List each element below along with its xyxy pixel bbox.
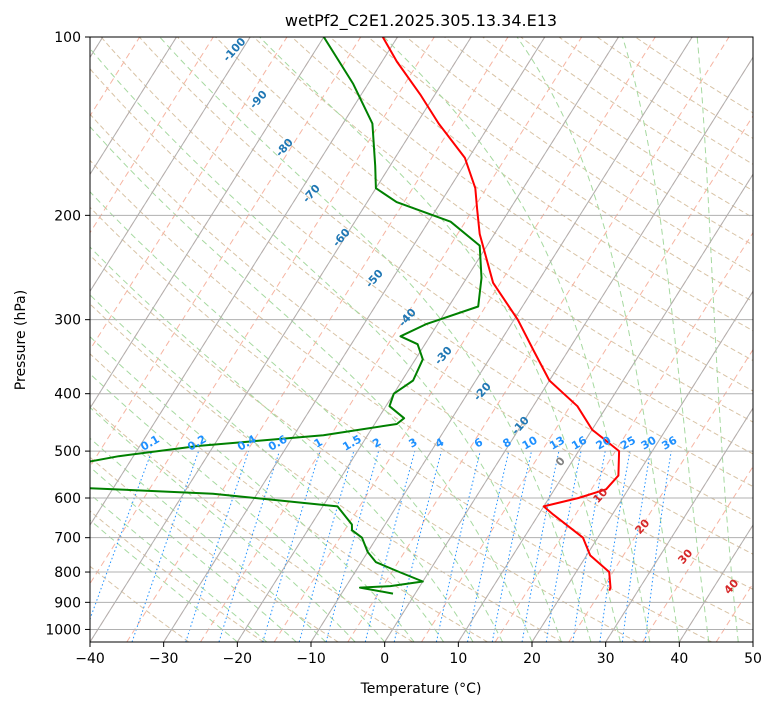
y-tick-label: 700	[54, 531, 81, 547]
temperature-guide-line	[347, 37, 730, 642]
profile-lines	[90, 37, 621, 595]
dry-adiabat-line	[90, 456, 339, 642]
plot-frame	[89, 36, 754, 643]
isotherm-line	[457, 173, 753, 642]
isotherm-line	[163, 37, 546, 642]
dry-adiabat-line	[90, 206, 712, 642]
dry-adiabat-line	[90, 68, 753, 555]
x-tick-label: −40	[75, 651, 105, 667]
moist-adiabat-line	[90, 125, 533, 642]
isotherm-line	[678, 524, 753, 642]
dry-adiabat-line	[90, 113, 753, 590]
y-axis-label: Pressure (hPa)	[13, 290, 29, 390]
dry-adiabat-line	[90, 254, 638, 642]
temperature-guide-line	[126, 37, 509, 642]
moist-adiabat-line	[383, 37, 651, 642]
dry-adiabat-line	[215, 37, 753, 423]
temperature-guide-line	[90, 37, 362, 468]
x-axis-label: Temperature (°C)	[360, 681, 482, 697]
y-tick-label: 600	[54, 491, 81, 507]
isotherm-line	[310, 37, 693, 642]
background-lines	[90, 37, 753, 642]
moist-adiabat-line	[90, 335, 415, 642]
isotherm-line	[90, 37, 472, 642]
mixing-ratio-line	[298, 450, 355, 642]
isotherm-line	[531, 290, 753, 642]
y-tick-label: 500	[54, 444, 81, 460]
chart-title: wetPf2_C2E1.2025.305.13.34.E13	[285, 11, 557, 31]
temperature-guide-line	[90, 37, 214, 234]
dry-adiabat-line	[90, 303, 563, 642]
y-tick-label: 1000	[45, 622, 81, 638]
x-tick-label: 0	[380, 651, 389, 667]
x-tick-label: 50	[744, 651, 762, 667]
axes: −40 −30 −20 −10 0 10 20 30 40 50 1000 900 800 700 600 5…	[45, 30, 762, 667]
isotherm-line	[90, 37, 251, 293]
y-tick-label: 300	[54, 313, 81, 329]
x-tick-label: −10	[296, 651, 326, 667]
dry-adiabat-line	[90, 510, 264, 642]
moist-adiabat-line	[90, 47, 562, 642]
mixing-ratio-line	[185, 450, 250, 642]
moist-adiabat-line	[90, 406, 356, 642]
moist-adiabat-line	[159, 37, 592, 642]
y-tick-label: 800	[54, 565, 81, 581]
moist-adiabat-line	[90, 246, 474, 642]
x-tick-label: 20	[523, 651, 541, 667]
temperature-guide-line	[273, 37, 656, 642]
y-tick-label: 200	[54, 208, 81, 224]
isotherm-line	[605, 407, 753, 642]
isotherm-line	[236, 37, 619, 642]
mixing-ratio-line	[644, 451, 672, 642]
x-tick-label: 30	[597, 651, 615, 667]
mixing-ratio-line	[467, 450, 510, 642]
x-tick-label: 40	[670, 651, 688, 667]
dry-adiabat-line	[253, 37, 753, 392]
moist-adiabat-line	[90, 493, 268, 642]
temperature-guide-line	[421, 114, 753, 642]
mixing-ratio-line	[621, 451, 651, 642]
dewpoint-profile-line	[90, 37, 483, 595]
moist-adiabat-line	[90, 437, 327, 642]
moist-adiabat-line	[516, 37, 680, 642]
isotherm-line	[90, 37, 325, 410]
mixing-ratio-line	[325, 450, 380, 642]
moist-adiabat-line	[90, 294, 445, 642]
mixing-ratio-line	[435, 450, 481, 642]
x-tick-label: 10	[449, 651, 467, 667]
moist-adiabat-line	[259, 37, 621, 642]
plot-area	[90, 37, 753, 642]
moist-adiabat-line	[90, 466, 297, 642]
y-tick-label: 100	[54, 30, 81, 46]
temperature-profile-line	[381, 37, 621, 591]
y-tick-label: 900	[54, 595, 81, 611]
dry-adiabat-line	[138, 37, 753, 488]
temperature-guide-line	[90, 37, 435, 585]
isotherm-line	[90, 37, 398, 526]
temperature-guide-line	[90, 37, 288, 351]
dry-adiabat-line	[90, 353, 488, 642]
mixing-ratio-line	[262, 450, 321, 642]
mixing-ratio-line	[218, 450, 280, 642]
temperature-guide-line	[200, 37, 583, 642]
dry-adiabat-line	[90, 159, 753, 627]
moist-adiabat-line	[622, 37, 710, 642]
dry-adiabat-line	[291, 37, 753, 362]
y-tick-label: 400	[54, 387, 81, 403]
isotherm-line	[90, 37, 177, 176]
x-tick-label: −20	[223, 651, 253, 667]
mixing-ratio-line	[599, 451, 631, 642]
isotherm-line	[384, 56, 753, 642]
mixing-ratio-line	[364, 450, 416, 642]
x-tick-label: −30	[149, 651, 179, 667]
moist-adiabat-line	[696, 37, 739, 642]
